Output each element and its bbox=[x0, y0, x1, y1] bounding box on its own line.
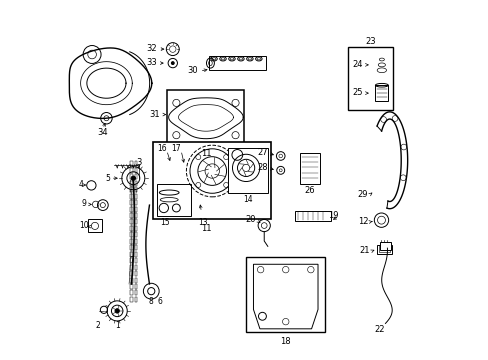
Bar bbox=[135, 181, 137, 186]
Bar bbox=[135, 187, 137, 192]
Text: 11: 11 bbox=[200, 149, 211, 158]
Text: 8: 8 bbox=[148, 297, 153, 306]
Bar bbox=[130, 200, 133, 205]
Bar bbox=[135, 278, 137, 283]
Bar bbox=[135, 168, 137, 173]
Text: 28: 28 bbox=[257, 163, 267, 172]
Bar bbox=[135, 232, 137, 237]
Bar bbox=[135, 174, 137, 179]
Bar bbox=[135, 265, 137, 270]
Bar bbox=[135, 220, 137, 225]
Text: 17: 17 bbox=[171, 144, 181, 153]
Text: 19: 19 bbox=[327, 211, 338, 220]
Text: 16: 16 bbox=[157, 144, 166, 153]
Bar bbox=[130, 174, 133, 179]
Text: 13: 13 bbox=[198, 218, 207, 227]
Text: 30: 30 bbox=[187, 66, 198, 75]
Circle shape bbox=[131, 176, 135, 180]
Bar bbox=[130, 284, 133, 289]
Text: 21: 21 bbox=[359, 246, 369, 255]
Bar bbox=[130, 207, 133, 212]
Circle shape bbox=[115, 309, 119, 313]
Bar bbox=[135, 284, 137, 289]
Bar bbox=[379, 242, 390, 250]
Bar bbox=[300, 153, 319, 184]
Bar bbox=[135, 245, 137, 250]
Bar bbox=[130, 168, 133, 173]
Text: 10: 10 bbox=[79, 221, 89, 230]
Bar bbox=[130, 220, 133, 225]
Bar bbox=[375, 85, 387, 101]
Bar bbox=[130, 291, 133, 296]
Text: 31: 31 bbox=[149, 110, 160, 119]
Bar bbox=[130, 232, 133, 237]
Bar bbox=[135, 297, 137, 302]
Text: 27: 27 bbox=[257, 148, 267, 157]
Bar bbox=[378, 246, 389, 252]
Bar bbox=[130, 297, 133, 302]
Bar bbox=[135, 291, 137, 296]
Bar bbox=[130, 239, 133, 244]
Bar bbox=[135, 258, 137, 263]
Bar bbox=[156, 184, 190, 216]
Bar bbox=[135, 200, 137, 205]
Bar bbox=[130, 258, 133, 263]
Text: 26: 26 bbox=[304, 186, 314, 195]
Bar bbox=[228, 148, 267, 193]
Bar bbox=[88, 219, 102, 232]
Text: 20: 20 bbox=[244, 215, 255, 224]
Text: 34: 34 bbox=[97, 128, 108, 137]
Bar bbox=[135, 271, 137, 276]
Text: 3: 3 bbox=[136, 158, 141, 167]
Bar bbox=[130, 245, 133, 250]
Text: 32: 32 bbox=[146, 44, 156, 53]
Circle shape bbox=[171, 62, 174, 64]
Bar bbox=[135, 213, 137, 218]
Bar bbox=[130, 271, 133, 276]
Bar bbox=[135, 252, 137, 257]
Bar bbox=[348, 47, 392, 110]
Text: 1: 1 bbox=[115, 321, 120, 330]
Bar bbox=[130, 226, 133, 231]
Text: 24: 24 bbox=[351, 60, 362, 69]
Bar bbox=[130, 252, 133, 257]
Text: 25: 25 bbox=[351, 88, 362, 97]
Text: 2: 2 bbox=[95, 321, 100, 330]
Text: 22: 22 bbox=[374, 325, 385, 334]
Bar bbox=[130, 213, 133, 218]
Bar bbox=[294, 211, 330, 221]
Bar bbox=[153, 142, 271, 220]
Text: 4: 4 bbox=[79, 180, 83, 189]
Text: 6: 6 bbox=[158, 297, 163, 306]
Text: 9: 9 bbox=[81, 199, 86, 208]
Bar bbox=[135, 226, 137, 231]
Text: 12: 12 bbox=[357, 217, 367, 226]
Bar bbox=[135, 239, 137, 244]
Text: 23: 23 bbox=[365, 37, 375, 46]
Text: 15: 15 bbox=[160, 218, 169, 227]
Bar bbox=[376, 244, 391, 253]
Bar bbox=[130, 187, 133, 192]
Polygon shape bbox=[208, 56, 265, 69]
Bar bbox=[130, 181, 133, 186]
Text: 11: 11 bbox=[201, 224, 211, 233]
Bar bbox=[130, 265, 133, 270]
Text: 29: 29 bbox=[357, 190, 367, 199]
Bar bbox=[130, 278, 133, 283]
Text: 5: 5 bbox=[105, 175, 110, 184]
Bar bbox=[130, 161, 133, 166]
Bar bbox=[130, 194, 133, 199]
Text: 7: 7 bbox=[129, 256, 134, 265]
Polygon shape bbox=[253, 264, 317, 329]
Text: 33: 33 bbox=[145, 58, 156, 67]
Bar bbox=[135, 161, 137, 166]
Text: 14: 14 bbox=[243, 194, 252, 203]
Bar bbox=[135, 194, 137, 199]
Text: 18: 18 bbox=[280, 337, 290, 346]
Bar bbox=[246, 257, 325, 332]
Bar bbox=[135, 207, 137, 212]
Bar bbox=[167, 90, 244, 144]
